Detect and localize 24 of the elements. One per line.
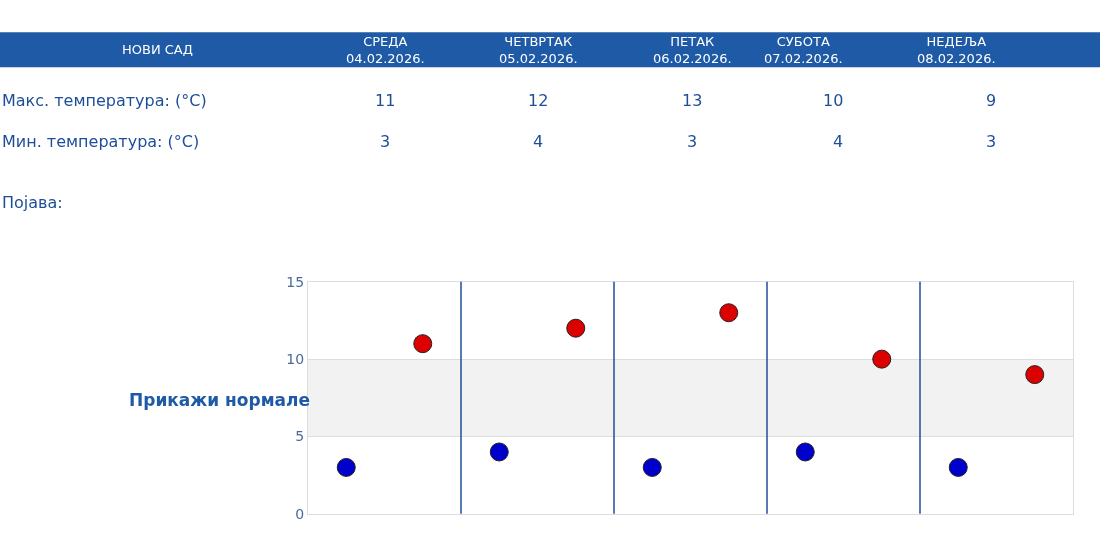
- y-tick-label: 10: [286, 351, 305, 368]
- y-tick-label: 0: [295, 505, 305, 522]
- data-label: 11: [375, 91, 396, 110]
- y-tick-label: 15: [286, 273, 305, 290]
- category-label: НЕДЕЉА 08.02.2026.: [917, 34, 996, 66]
- text: Макс. температура: (°C): [2, 91, 207, 110]
- category-label: ПЕТАК 06.02.2026.: [653, 34, 732, 66]
- data-label: 3: [986, 132, 997, 151]
- annotation: Прикажи нормале: [129, 390, 311, 410]
- data-label: 4: [833, 132, 844, 151]
- category-label: СРЕДА 04.02.2026.: [346, 34, 425, 66]
- y-tick-label: 5: [295, 428, 305, 445]
- data-label: 3: [687, 132, 698, 151]
- data-label: 3: [380, 132, 391, 151]
- data-label: 10: [823, 91, 844, 110]
- data-label: 9: [986, 91, 997, 110]
- text: Појава:: [2, 193, 63, 212]
- data-label: 4: [533, 132, 544, 151]
- text: НОВИ САД: [122, 42, 193, 57]
- category-label: СУБОТА 07.02.2026.: [764, 34, 843, 66]
- category-label: ЧЕТВРТАК 05.02.2026.: [499, 34, 578, 66]
- data-label: 13: [682, 91, 703, 110]
- text: Мин. температура: (°C): [2, 132, 200, 151]
- data-label: 12: [528, 91, 549, 110]
